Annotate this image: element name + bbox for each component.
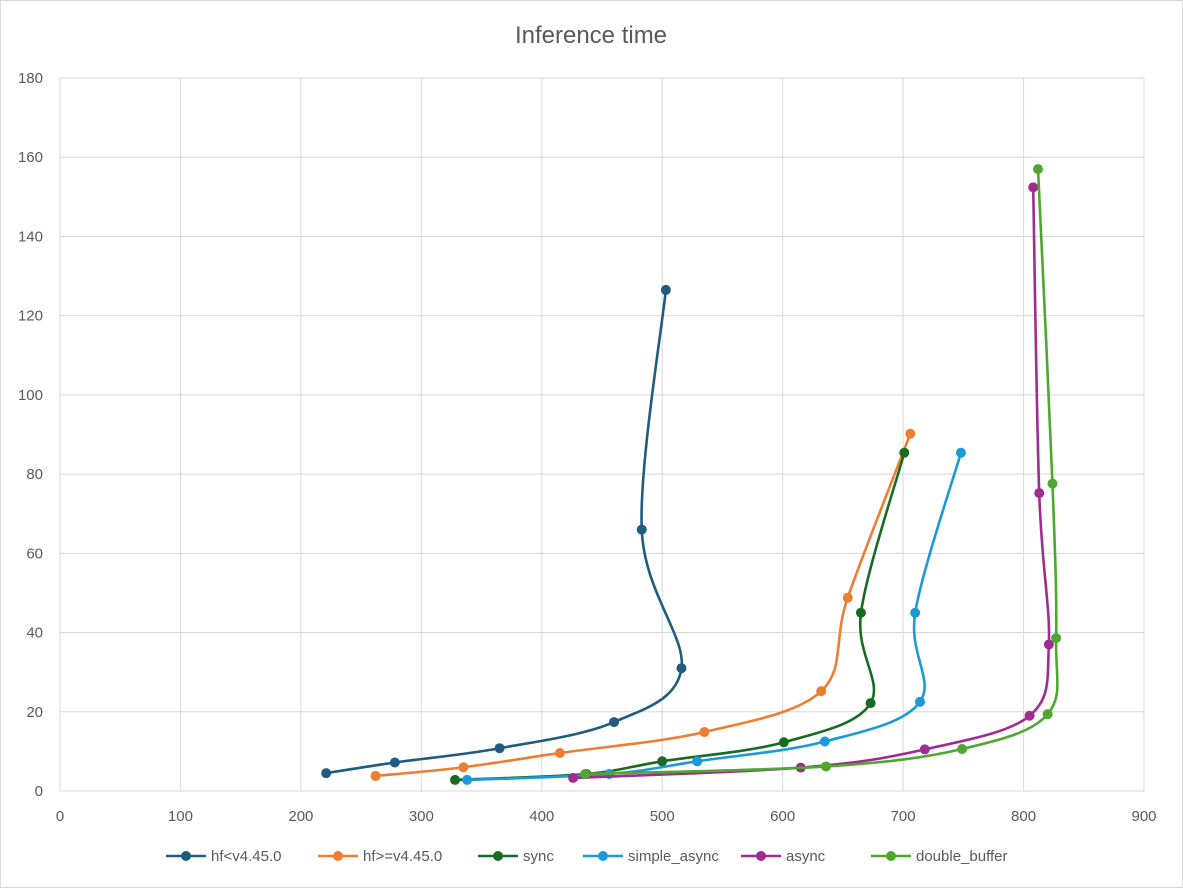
series-group [321,164,1062,785]
data-point [554,747,565,758]
data-point [919,744,930,755]
data-point [580,768,591,779]
legend-marker [756,851,766,861]
data-point [865,698,876,709]
legend-marker [598,851,608,861]
x-tick-label: 700 [891,808,916,825]
x-axis-ticks: 0 100 200 300 400 500 600 700 800 900 [56,808,1157,825]
gridlines [59,77,1145,792]
y-tick-label: 60 [26,545,43,562]
data-point [1042,709,1053,720]
legend-item: sync [478,848,554,865]
data-point [819,736,830,747]
y-tick-label: 20 [26,704,43,721]
legend-item: async [741,848,826,865]
y-tick-label: 80 [26,466,43,483]
y-tick-label: 0 [35,783,43,800]
data-point [458,762,469,773]
legend-label: simple_async [628,848,719,865]
series-line [324,288,684,775]
data-point [1024,710,1035,721]
legend-item: hf>=v4.45.0 [318,848,442,865]
x-tick-label: 500 [650,808,675,825]
x-tick-label: 400 [529,808,554,825]
data-point [1034,488,1045,499]
series-sync [450,447,910,785]
series-double_buffer [580,164,1062,779]
x-tick-label: 0 [56,808,64,825]
data-point [462,774,473,785]
data-point [1047,478,1058,489]
series-line [374,432,912,778]
data-point [660,284,671,295]
data-point [842,592,853,603]
series-async [568,182,1054,783]
data-point [494,743,505,754]
series-line [571,186,1051,780]
data-point [321,768,332,779]
chart-title: Inference time [515,22,667,49]
data-point [699,726,710,737]
x-tick-label: 200 [288,808,313,825]
legend-label: hf<v4.45.0 [211,848,281,865]
y-tick-label: 180 [18,70,43,87]
data-point [676,663,687,674]
legend-label: double_buffer [916,848,1007,865]
data-point [609,717,620,728]
series-line [583,167,1059,776]
x-tick-label: 800 [1011,808,1036,825]
y-tick-label: 40 [26,625,43,642]
data-point [1028,182,1039,193]
legend-marker [886,851,896,861]
data-point [957,744,968,755]
series-hf>=v4.45.0 [370,428,916,781]
data-point [821,761,832,772]
y-tick-label: 160 [18,149,43,166]
data-point [568,772,579,783]
legend-marker [493,851,503,861]
y-tick-label: 140 [18,228,43,245]
legend: hf<v4.45.0 hf>=v4.45.0 sync simple_async asy… [166,848,1007,865]
data-point [389,757,400,768]
data-point [816,686,827,697]
legend-item: double_buffer [871,848,1007,865]
x-tick-label: 300 [409,808,434,825]
x-tick-label: 600 [770,808,795,825]
x-tick-label: 100 [168,808,193,825]
y-tick-label: 100 [18,387,43,404]
legend-label: hf>=v4.45.0 [363,848,442,865]
legend-item: simple_async [583,848,719,865]
legend-marker [333,851,343,861]
data-point [450,774,461,785]
data-point [778,737,789,748]
legend-label: async [786,848,826,865]
y-axis-ticks: 0 20 40 60 80 100 120 140 160 180 [18,70,43,800]
data-point [914,696,925,707]
data-point [1033,164,1044,175]
data-point [692,756,703,767]
legend-label: sync [523,848,554,865]
series-hf<v4.45.0 [321,284,687,779]
y-tick-label: 120 [18,308,43,325]
data-point [955,447,966,458]
series-line [453,451,906,782]
data-point [657,756,668,767]
legend-marker [181,851,191,861]
data-point [905,428,916,439]
data-point [1051,633,1062,644]
data-point [910,607,921,618]
data-point [1043,639,1054,650]
data-point [370,770,381,781]
data-point [899,447,910,458]
data-point [855,607,866,618]
legend-item: hf<v4.45.0 [166,848,281,865]
data-point [636,524,647,535]
x-tick-label: 900 [1131,808,1156,825]
